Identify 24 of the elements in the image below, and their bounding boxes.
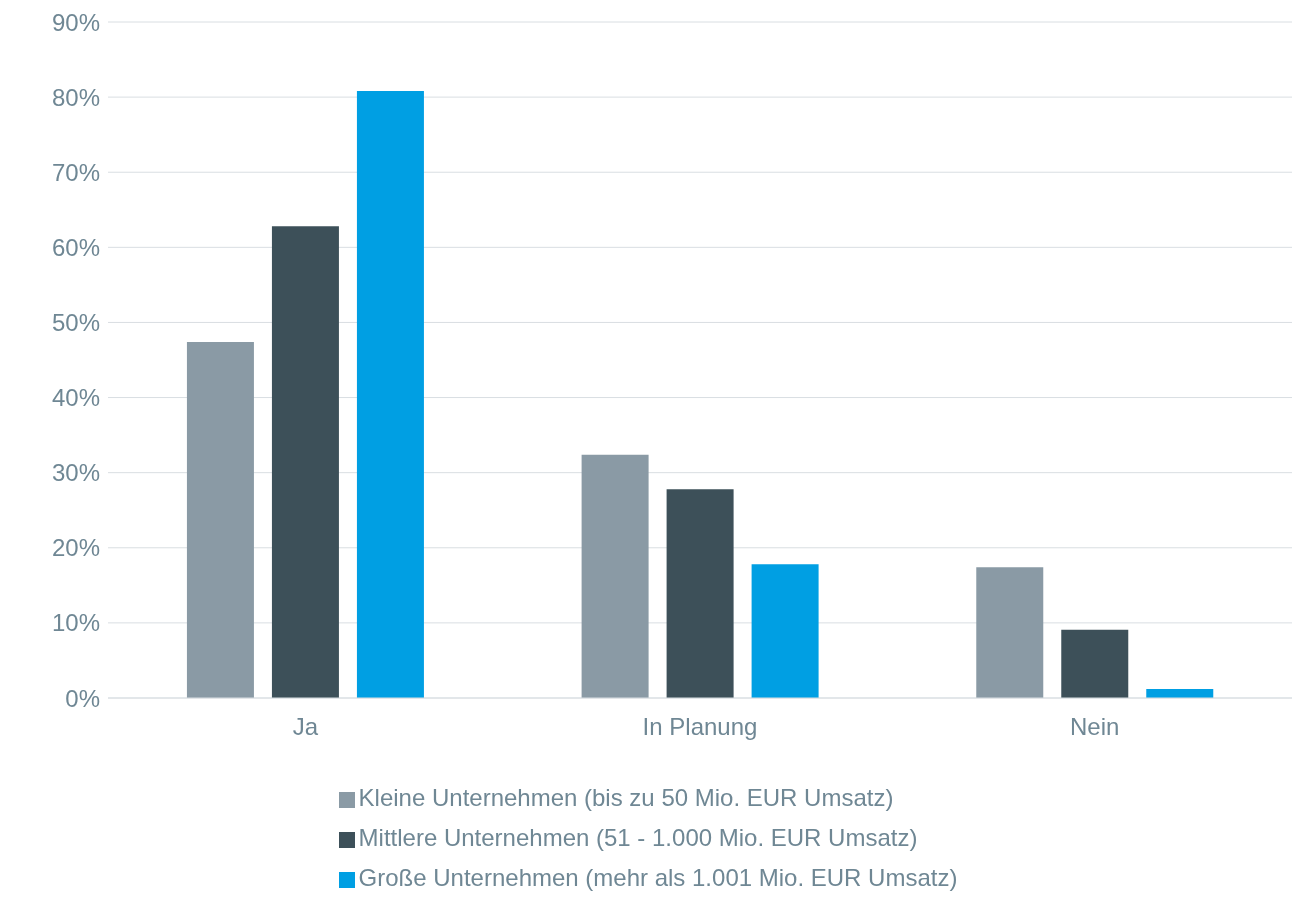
y-tick-label: 30%	[51, 459, 100, 487]
bar	[666, 489, 734, 698]
bar	[581, 454, 649, 698]
y-tick-label: 60%	[51, 233, 100, 261]
y-tick-label: 50%	[51, 308, 100, 336]
y-tick-label: 10%	[51, 609, 100, 637]
y-tick-label: 80%	[51, 83, 100, 111]
y-tick-label: 0%	[65, 684, 100, 712]
x-tick-label: In Planung	[642, 713, 758, 741]
y-tick-label: 70%	[51, 158, 100, 186]
bar	[271, 226, 339, 698]
y-tick-label: 40%	[51, 384, 100, 412]
bar	[1061, 629, 1129, 698]
y-tick-label: 90%	[51, 8, 100, 36]
legend-label: Große Unternehmen (mehr als 1.001 Mio. EUR Umsatz)	[358, 864, 958, 891]
legend-label: Mittlere Unternehmen (51 - 1.000 Mio. EUR Umsatz)	[358, 824, 918, 851]
bar	[976, 567, 1044, 698]
x-tick-label: Nein	[1069, 713, 1120, 741]
legend-label: Kleine Unternehmen (bis zu 50 Mio. EUR Umsatz)	[358, 784, 894, 811]
bar	[186, 341, 254, 698]
y-tick-label: 20%	[51, 534, 100, 562]
x-tick-label: Ja	[292, 713, 319, 741]
bar	[356, 91, 424, 698]
bar	[751, 564, 819, 698]
